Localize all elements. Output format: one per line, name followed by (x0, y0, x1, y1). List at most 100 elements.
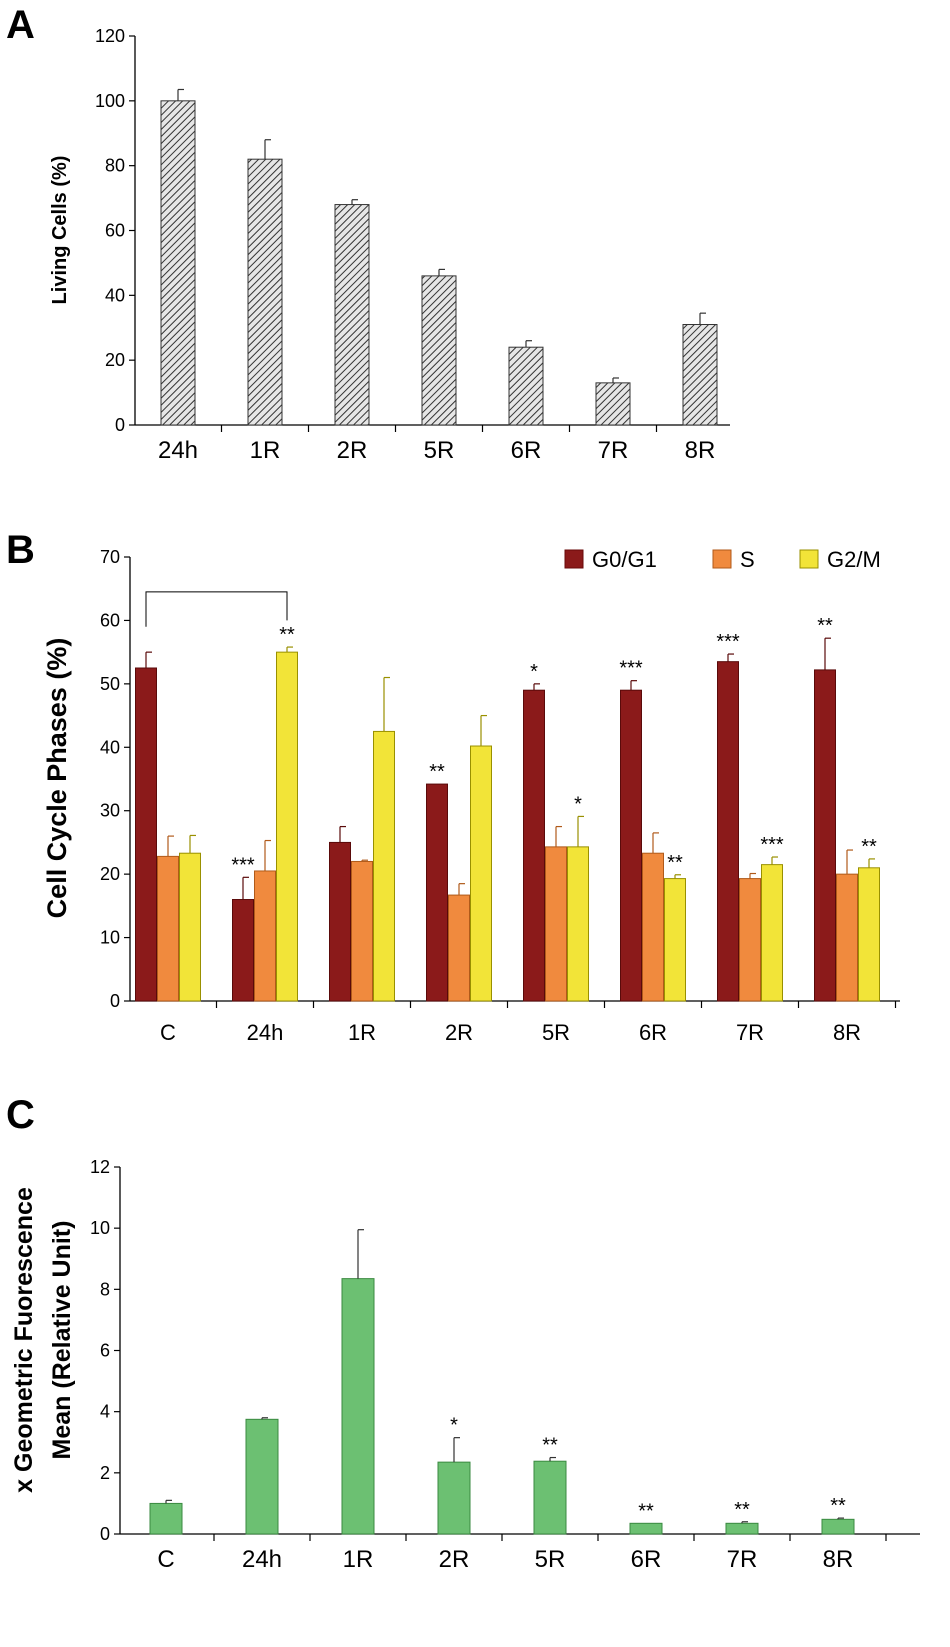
chart1-x-tick-label: 6R (639, 1020, 667, 1045)
chart0-y-tick-label: 120 (95, 26, 125, 46)
chart2-y-tick-label: 0 (100, 1524, 110, 1544)
chart0-bar (247, 158, 283, 426)
chart1-significance-label: ** (279, 624, 295, 646)
legend-item-g0g1: G0/G1 (564, 547, 657, 572)
chart1-bar (814, 669, 836, 1002)
chart2-x-tick-label: 24h (242, 1546, 282, 1573)
panel-c: C x Geometric Fuorescence Mean (Relative… (6, 1093, 920, 1573)
chart2-bar (341, 1278, 375, 1535)
chart1-bar (157, 855, 179, 1002)
chart0-bar (595, 382, 631, 426)
chart1-bar (276, 651, 298, 1002)
chart1-bar (567, 846, 589, 1002)
chart1-x-tick-label: 1R (348, 1020, 376, 1045)
chart1-significance-label: ** (667, 852, 683, 874)
chart1-bar (254, 870, 276, 1002)
panel-label-a: A (6, 3, 35, 47)
chart1-x-tick-label: 2R (445, 1020, 473, 1045)
chart2-y-tick-label: 2 (100, 1463, 110, 1483)
chart0-y-tick-label: 20 (105, 350, 125, 370)
legend-label-g0g1: G0/G1 (592, 547, 657, 572)
chart0-bar (160, 100, 196, 426)
chart1-bar (545, 846, 567, 1002)
chart1-x-tick-label: 8R (833, 1020, 861, 1045)
chart1-y-tick-label: 10 (100, 928, 120, 948)
panel-a: A Living Cells (%) 0 20 40 60 80 100 120 24h 1R 2… (6, 3, 730, 464)
chart1-significance-label: ** (817, 615, 833, 637)
chart0-bar (334, 204, 370, 426)
chart1-bar (620, 689, 642, 1002)
chart0-x-tick-label: 5R (424, 437, 455, 464)
chart1-y-tick-label: 30 (100, 801, 120, 821)
chart2-significance-label: ** (734, 1499, 750, 1521)
chart0-x-tick-label: 2R (337, 437, 368, 464)
chart0-x-tick-label: 7R (598, 437, 629, 464)
chart2-bar (725, 1522, 759, 1535)
chart1-bar (179, 852, 201, 1002)
chart2-x-tick-label: 1R (343, 1546, 374, 1573)
panel-label-b: B (6, 528, 35, 572)
chart0-x-tick-label: 6R (511, 437, 542, 464)
legend-item-s: S (712, 547, 755, 572)
chart1-significance-label: *** (760, 834, 784, 856)
chart2-x-tick-label: C (157, 1546, 174, 1573)
ylabel-c-line2: Mean (Relative Unit) (48, 1221, 76, 1460)
chart2-y-tick-label: 6 (100, 1341, 110, 1361)
chart1-bar (232, 899, 254, 1002)
chart1-bar (836, 873, 858, 1002)
legend-label-g2m: G2/M (827, 547, 881, 572)
chart1-y-tick-label: 40 (100, 737, 120, 757)
chart0-y-tick-label: 40 (105, 285, 125, 305)
chart2-x-tick-label: 8R (823, 1546, 854, 1573)
legend-swatch-s (712, 549, 732, 569)
chart1-bar (426, 783, 448, 1002)
chart1-bar (761, 864, 783, 1002)
ylabel-c-line1: x Geometric Fuorescence (10, 1187, 38, 1493)
chart2-x-tick-label: 7R (727, 1546, 758, 1573)
chart0-y-tick-label: 100 (95, 91, 125, 111)
chart2-significance-label: ** (542, 1435, 558, 1457)
chart1-significance-label: * (574, 793, 582, 815)
chart0-x-tick-label: 1R (250, 437, 281, 464)
chart2-x-tick-label: 6R (631, 1546, 662, 1573)
chart1-significance-label: *** (716, 631, 740, 653)
chart2-y-tick-label: 4 (100, 1402, 110, 1422)
chart0-bar (421, 275, 457, 426)
chart0-bar (682, 324, 718, 426)
panel-b: B Cell Cycle Phases (%) 0 10 20 30 40 50 60 70 C… (6, 528, 900, 1045)
chart2-bar (149, 1502, 183, 1535)
chart1-y-tick-label: 70 (100, 547, 120, 567)
chart2-y-tick-label: 10 (90, 1218, 110, 1238)
chart2-y-tick-label: 12 (90, 1157, 110, 1177)
chart1-bar (664, 878, 686, 1002)
chart1-significance-label: ** (861, 836, 877, 858)
chart0-bar (508, 346, 544, 426)
chart2-y-tick-label: 8 (100, 1279, 110, 1299)
chart1-bar (470, 745, 492, 1002)
ylabel-a: Living Cells (%) (49, 156, 71, 305)
chart1-x-tick-label: 5R (542, 1020, 570, 1045)
chart1-x-tick-label: 24h (247, 1020, 284, 1045)
chart2-bar (437, 1461, 471, 1535)
chart1-comparison-bracket (145, 591, 288, 627)
chart2-bar (533, 1460, 567, 1535)
chart2-bar (821, 1518, 855, 1535)
chart1-y-tick-label: 60 (100, 610, 120, 630)
plot-a: 0 20 40 60 80 100 120 24h 1R 2R 5R 6R 7R 8R (95, 26, 730, 464)
chart1-bar (135, 667, 157, 1002)
chart1-bar (858, 867, 880, 1002)
chart2-bar (629, 1522, 663, 1535)
chart0-y-tick-label: 0 (115, 415, 125, 435)
chart2-bar (245, 1418, 279, 1535)
chart1-bar (448, 894, 470, 1002)
chart2-significance-label: ** (638, 1500, 654, 1522)
chart2-x-tick-label: 5R (535, 1546, 566, 1573)
chart1-bar (642, 852, 664, 1002)
chart1-bar (739, 878, 761, 1002)
chart1-bar (717, 661, 739, 1002)
chart1-x-tick-label: 7R (736, 1020, 764, 1045)
chart0-y-tick-label: 60 (105, 221, 125, 241)
ylabel-b: Cell Cycle Phases (%) (42, 638, 72, 919)
chart1-y-tick-label: 50 (100, 674, 120, 694)
